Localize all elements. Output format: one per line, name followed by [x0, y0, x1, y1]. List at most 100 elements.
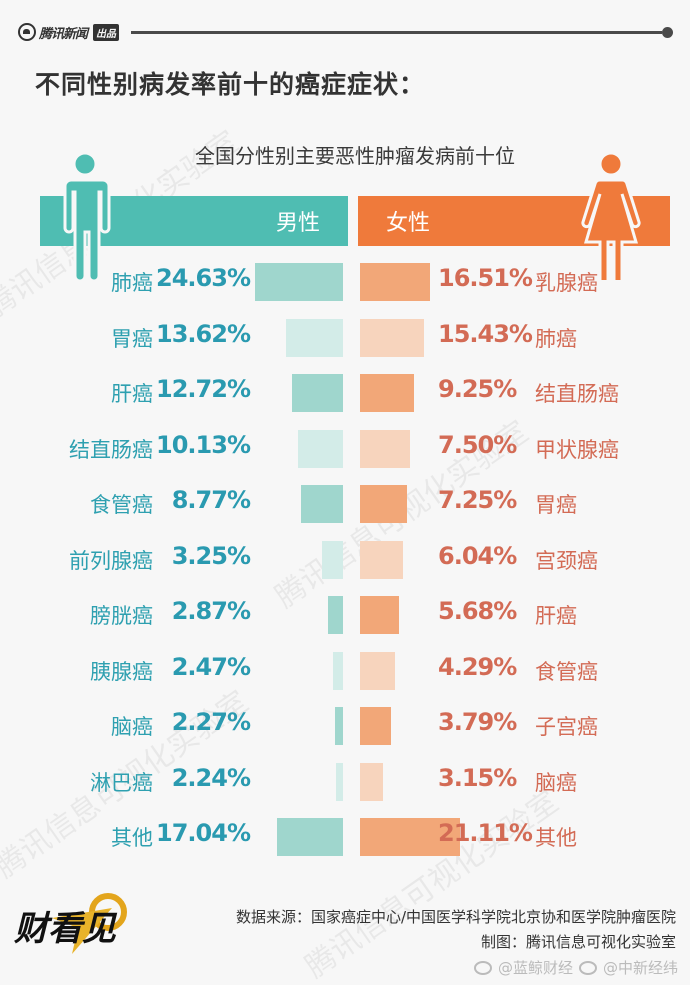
weibo-icon: [578, 960, 597, 975]
male-figure-icon: [63, 151, 111, 280]
table-row: 胃癌 13.62% 15.43% 肺癌: [0, 314, 690, 370]
female-rate: 16.51%: [438, 264, 533, 292]
table-row: 脑癌 2.27% 3.79% 子宫癌: [0, 702, 690, 758]
legend-female-label: 女性: [386, 211, 431, 236]
table-row: 胰腺癌 2.47% 4.29% 食管癌: [0, 647, 690, 703]
female-rate: 15.43%: [438, 319, 533, 348]
female-bar: [360, 485, 407, 523]
chart-credit: 制图：腾讯信息可视化实验室: [480, 933, 676, 951]
divider-line: [131, 30, 662, 34]
male-rate: 13.62%: [156, 319, 251, 348]
female-rate: 21.11%: [438, 819, 533, 847]
tencent-news-logo-icon: [18, 23, 36, 41]
female-cancer-name: 其他: [535, 826, 577, 850]
male-cancer-name: 肺癌: [111, 271, 153, 295]
weibo-watermark: @蓝鲸财经 @中新经纬: [473, 957, 678, 978]
male-cancer-name: 前列腺癌: [69, 548, 153, 573]
weibo-handle-2: @中新经纬: [602, 959, 678, 977]
female-bar: [360, 707, 391, 745]
divider-dot: [662, 26, 673, 38]
female-cancer-name: 肺癌: [535, 326, 577, 351]
table-row: 淋巴癌 2.24% 3.15% 脑癌: [0, 758, 690, 814]
male-bar: [277, 818, 343, 856]
male-cancer-name: 肝癌: [111, 382, 153, 406]
male-rate: 17.04%: [156, 819, 251, 847]
weibo-handle-1: @蓝鲸财经: [497, 959, 573, 977]
table-row: 膀胱癌 2.87% 5.68% 肝癌: [0, 591, 690, 647]
male-bar: [255, 263, 343, 301]
male-bar: [298, 429, 343, 468]
female-rate: 7.25%: [438, 486, 517, 514]
male-cancer-name: 食管癌: [90, 493, 153, 517]
male-cancer-name: 脑癌: [111, 715, 153, 739]
male-cancer-name: 淋巴癌: [90, 770, 153, 795]
female-rate: 4.29%: [438, 652, 517, 681]
page-title: 不同性别病发率前十的癌症症状：: [35, 70, 426, 99]
female-cancer-name: 食管癌: [535, 659, 598, 684]
table-row: 前列腺癌 3.25% 6.04% 宫颈癌: [0, 536, 690, 592]
male-bar: [335, 707, 343, 745]
male-cancer-name: 其他: [111, 826, 153, 850]
male-bar: [292, 374, 343, 412]
female-bar: [360, 762, 383, 801]
female-cancer-name: 肝癌: [535, 604, 577, 628]
female-rate: 7.50%: [438, 430, 517, 459]
svg-text:财看见: 财看见: [14, 909, 118, 949]
male-cancer-name: 膀胱癌: [90, 604, 153, 628]
table-row: 食管癌 8.77% 7.25% 胃癌: [0, 480, 690, 536]
female-rate: 5.68%: [438, 597, 517, 625]
male-rate: 8.77%: [171, 486, 251, 514]
brand-header: 腾讯新闻 出品: [18, 20, 673, 44]
male-cancer-name: 胃癌: [111, 326, 153, 351]
male-cancer-name: 胰腺癌: [90, 659, 153, 684]
legend-male-label: 男性: [275, 211, 320, 236]
male-bar: [328, 596, 343, 634]
male-bar: [336, 762, 343, 801]
female-bar: [360, 540, 403, 579]
female-bar: [360, 429, 410, 468]
female-bar: [360, 263, 430, 301]
male-cancer-name: 结直肠癌: [69, 437, 153, 462]
table-row: 结直肠癌 10.13% 7.50% 甲状腺癌: [0, 425, 690, 481]
source-block: 数据来源：国家癌症中心/中国医学科学院北京协和医学院肿瘤医院 制图：腾讯信息可视…: [236, 905, 676, 955]
caikanjian-logo-icon: 财看见: [14, 893, 127, 954]
male-rate: 10.13%: [156, 430, 251, 459]
table-row: 肺癌 24.63% 16.51% 乳腺癌: [0, 258, 690, 314]
male-bar: [286, 318, 343, 357]
chart-subtitle: 全国分性别主要恶性肿瘤发病前十位: [195, 144, 515, 168]
male-rate: 2.27%: [171, 708, 251, 736]
chart-rows: 肺癌 24.63% 16.51% 乳腺癌 胃癌 13.62% 15.43% 肺癌…: [0, 258, 690, 869]
female-bar: [360, 651, 395, 690]
male-bar: [301, 485, 343, 523]
male-rate: 12.72%: [156, 375, 251, 403]
female-rate: 3.79%: [438, 708, 517, 736]
female-rate: 9.25%: [438, 375, 517, 403]
table-row: 肝癌 12.72% 9.25% 结直肠癌: [0, 369, 690, 425]
data-source: 数据来源：国家癌症中心/中国医学科学院北京协和医学院肿瘤医院: [235, 908, 676, 926]
brand-tag: 出品: [93, 23, 120, 41]
weibo-icon: [473, 960, 492, 975]
female-cancer-name: 甲状腺癌: [535, 437, 619, 462]
male-rate: 24.63%: [156, 264, 251, 292]
male-bar: [322, 540, 343, 579]
table-row: 其他 17.04% 21.11% 其他: [0, 813, 690, 869]
brand-name: 腾讯新闻: [39, 26, 88, 42]
female-cancer-name: 胃癌: [535, 493, 577, 517]
brand: 腾讯新闻 出品: [18, 23, 120, 42]
male-rate: 2.24%: [171, 763, 251, 792]
female-rate: 3.15%: [438, 763, 517, 792]
male-bar: [333, 651, 343, 690]
female-bar: [360, 374, 414, 412]
female-bar: [360, 318, 424, 357]
male-rate: 3.25%: [171, 541, 251, 570]
male-rate: 2.47%: [171, 652, 251, 681]
female-cancer-name: 子宫癌: [535, 715, 598, 739]
female-bar: [360, 818, 460, 856]
female-cancer-name: 结直肠癌: [535, 382, 619, 406]
female-cancer-name: 宫颈癌: [535, 548, 598, 573]
female-figure-icon: [581, 151, 641, 280]
female-cancer-name: 乳腺癌: [535, 271, 598, 295]
female-cancer-name: 脑癌: [535, 770, 577, 795]
male-rate: 2.87%: [171, 597, 251, 625]
female-bar: [360, 596, 399, 634]
